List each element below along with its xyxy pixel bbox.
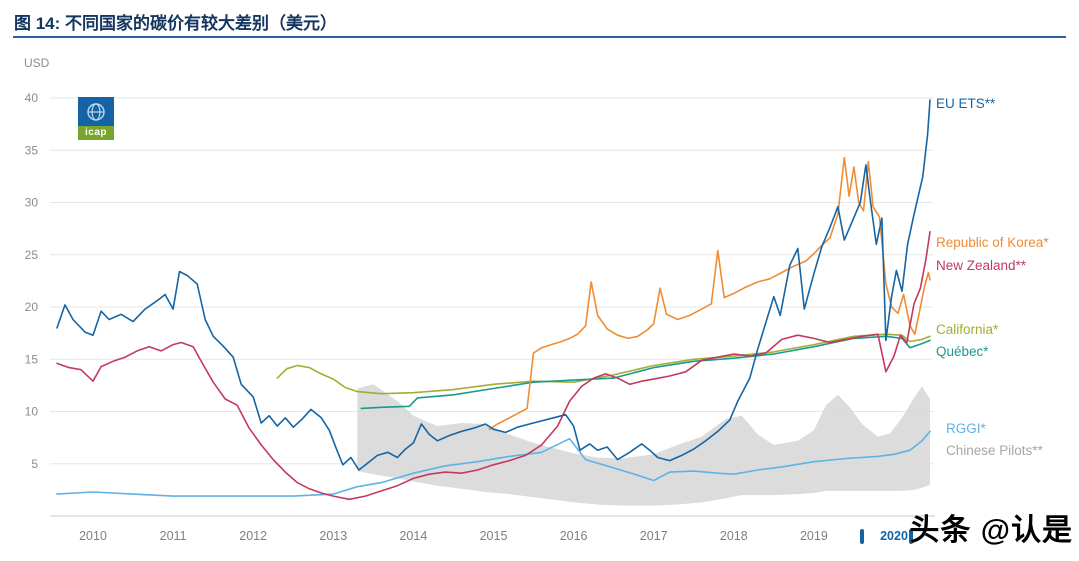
title-underline [13,36,1066,38]
watermark: 头条 @认是 [909,514,1073,547]
icap-logo-text: icap [78,126,114,140]
svg-text:2018: 2018 [720,529,748,543]
legend-new-zealand: New Zealand** [936,258,1027,273]
legend-eu-ets: EU ETS** [936,96,996,111]
legend-korea: Republic of Korea* [936,235,1049,250]
svg-text:30: 30 [25,196,39,210]
icap-logo: icap [78,97,114,140]
svg-text:5: 5 [31,457,38,471]
svg-text:2014: 2014 [399,529,427,543]
globe-icon [78,97,114,126]
svg-text:2011: 2011 [160,529,187,543]
y-axis-unit-label: USD [24,56,50,70]
legend-quebec: Québec* [936,344,989,359]
svg-text:2020: 2020 [880,529,908,543]
svg-text:2012: 2012 [239,529,267,543]
svg-text:2015: 2015 [480,529,508,543]
chart-canvas: 5 10 15 20 25 30 35 40 2010 2011 2012 2013 2014 2015 2… [25,91,935,544]
svg-text:2019: 2019 [800,529,828,543]
legend-california: California* [936,322,999,337]
figure-title: 图 14: 不同国家的碳价有较大差别（美元） [14,14,338,33]
svg-text:40: 40 [25,91,39,105]
svg-text:2017: 2017 [640,529,668,543]
svg-text:2010: 2010 [79,529,107,543]
legend-rggi: RGGI* [946,421,986,436]
legend-chinese-pilots: Chinese Pilots** [946,443,1043,458]
svg-text:10: 10 [25,405,39,419]
svg-text:25: 25 [25,248,39,262]
svg-text:2013: 2013 [319,529,347,543]
svg-text:35: 35 [25,143,39,157]
svg-text:20: 20 [25,300,39,314]
svg-text:15: 15 [25,352,39,366]
svg-text:2016: 2016 [560,529,588,543]
